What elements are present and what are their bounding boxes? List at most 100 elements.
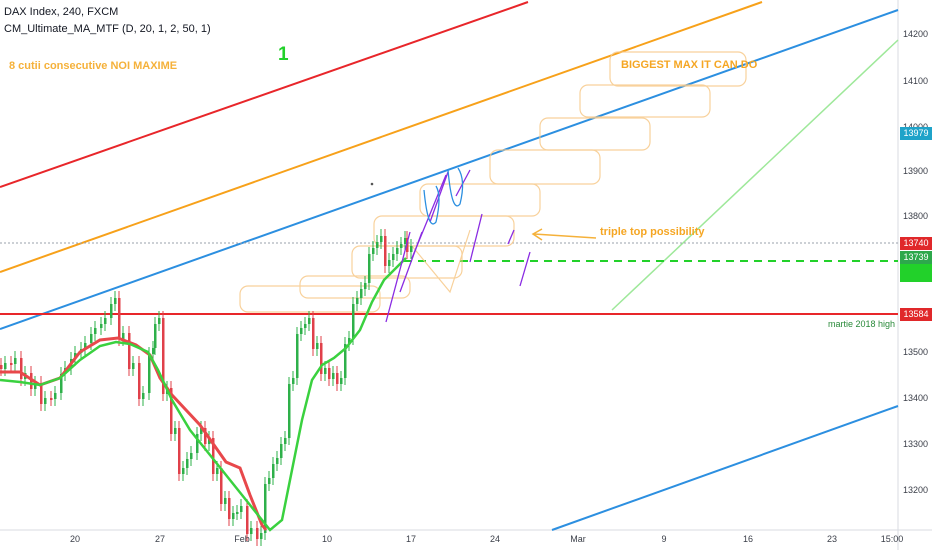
time-tick-label: Feb xyxy=(234,534,250,544)
candle-body xyxy=(44,398,47,404)
candle-body xyxy=(300,328,303,334)
candle-body xyxy=(292,378,295,384)
candle-body xyxy=(246,506,249,534)
candle-body xyxy=(224,498,227,504)
candle-body xyxy=(186,459,189,468)
candle-body xyxy=(236,512,239,514)
candle-body xyxy=(4,363,7,369)
candle-body xyxy=(376,242,379,248)
candle-body xyxy=(280,444,283,458)
time-tick-label: 20 xyxy=(69,534,80,544)
candle-body xyxy=(228,498,231,519)
candle-body xyxy=(250,528,253,534)
candle-body xyxy=(142,393,145,399)
candle-body xyxy=(368,254,371,283)
candle-body xyxy=(154,324,157,348)
candle-body xyxy=(264,484,267,533)
candle-body xyxy=(162,318,165,394)
candle-body xyxy=(54,393,57,399)
indicator-title[interactable]: CM_Ultimate_MA_MTF (D, 20, 1, 2, 50, 1) xyxy=(4,23,211,35)
candle-body xyxy=(332,373,335,379)
candle-body xyxy=(304,324,307,328)
price-tag-badge: 13740 xyxy=(900,237,932,250)
candle-body xyxy=(232,513,235,519)
candle-body xyxy=(0,365,3,369)
candle-body xyxy=(272,464,275,478)
price-tick-label: 13900 xyxy=(903,166,929,176)
candle-body xyxy=(308,318,311,324)
candle-body xyxy=(40,383,43,404)
candle-body xyxy=(396,248,399,254)
candle-body xyxy=(84,343,87,349)
time-tick-label: Mar xyxy=(570,534,586,544)
price-tick-label: 14100 xyxy=(903,76,929,86)
candle-body xyxy=(212,438,215,474)
candle-body xyxy=(288,384,291,438)
candle-body xyxy=(152,348,155,354)
candle-body xyxy=(128,333,131,369)
blue-channel-upper-line[interactable] xyxy=(0,9,899,330)
price-tick-label: 14200 xyxy=(903,29,929,39)
price-tick-label: 13200 xyxy=(903,485,929,495)
time-tick-label: 17 xyxy=(405,534,416,544)
candle-body xyxy=(174,428,177,434)
light-green-trend-line[interactable] xyxy=(611,39,899,311)
candle-body xyxy=(110,304,113,318)
candle-body xyxy=(216,468,219,474)
candle-body xyxy=(60,374,63,393)
candle-body xyxy=(260,533,263,539)
candle-body xyxy=(348,338,351,344)
candle-body xyxy=(380,236,383,242)
candle-body xyxy=(190,453,193,459)
blue-channel-lower-line[interactable] xyxy=(551,405,899,531)
red-channel-line[interactable] xyxy=(0,1,529,188)
candle-body xyxy=(158,318,161,324)
candle-body xyxy=(178,428,181,474)
time-tick-label: 16 xyxy=(742,534,753,544)
candle-body xyxy=(208,438,211,444)
candlestick-series[interactable] xyxy=(0,229,413,546)
candle-body xyxy=(148,354,151,393)
price-tag-badge: 13979 xyxy=(900,127,932,140)
projection-strokes[interactable] xyxy=(385,167,531,323)
candle-body xyxy=(122,333,125,339)
green-moving-average[interactable] xyxy=(0,257,407,532)
time-tick-label: 15:00 xyxy=(880,534,904,544)
wave-number-label: 1 xyxy=(278,44,289,65)
candle-body xyxy=(410,246,413,252)
candle-body xyxy=(316,343,319,349)
price-axis[interactable]: 1420014100140001390013800137001350013400… xyxy=(898,0,932,530)
candle-body xyxy=(256,528,259,539)
candle-body xyxy=(34,383,37,389)
price-tick-label: 13800 xyxy=(903,211,929,221)
symbol-title[interactable]: DAX Index, 240, FXCM xyxy=(4,6,119,18)
candle-body xyxy=(284,438,287,444)
candle-body xyxy=(268,478,271,484)
biggest-max-note: BIGGEST MAX IT CAN DO xyxy=(621,59,758,71)
consecutive-note: 8 cutii consecutive NOI MAXIME xyxy=(9,60,178,72)
orange-channel-line[interactable] xyxy=(0,1,763,273)
candle-body xyxy=(94,328,97,334)
candle-body xyxy=(388,260,391,266)
candle-body xyxy=(14,358,17,364)
martie-high-label: martie 2018 high xyxy=(828,319,896,329)
candle-body xyxy=(392,254,395,260)
candle-body xyxy=(90,334,93,343)
candle-body xyxy=(400,244,403,248)
triple-top-arrow[interactable] xyxy=(531,228,597,241)
time-axis[interactable]: 20 27 Feb 10 17 24 Mar 9 16 23 15:00 xyxy=(0,530,932,550)
candle-body xyxy=(10,363,13,365)
candle-body xyxy=(132,363,135,369)
time-tick-label: 10 xyxy=(321,534,332,544)
candle-body xyxy=(312,318,315,349)
candle-body xyxy=(344,344,347,378)
time-tick-label: 9 xyxy=(661,534,667,544)
candle-body xyxy=(50,398,53,400)
time-tick-label: 23 xyxy=(826,534,837,544)
candle-body xyxy=(100,324,103,328)
price-tag-badge: 13739 xyxy=(900,251,932,264)
candle-body xyxy=(118,298,121,339)
price-tick-label: 13300 xyxy=(903,439,929,449)
